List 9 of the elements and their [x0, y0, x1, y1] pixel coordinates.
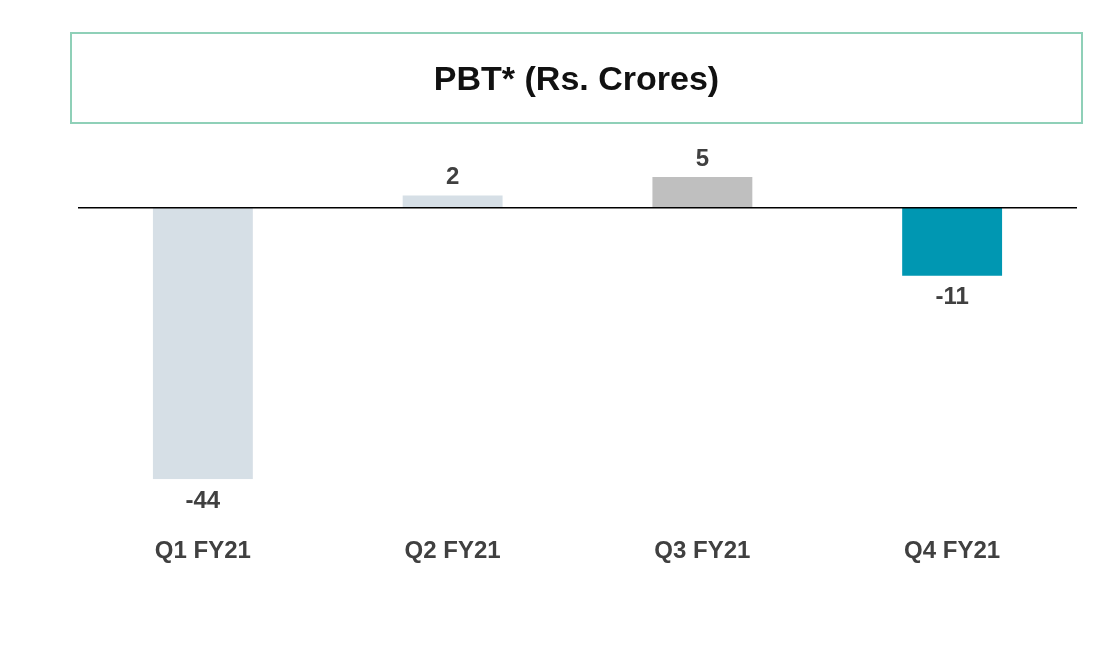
data-label: 5 [695, 143, 710, 171]
x-tick-label: Q1 FY21 [154, 536, 251, 564]
chart-title: PBT* (Rs. Crores) [70, 32, 1083, 124]
x-tick-label: Q3 FY21 [654, 536, 751, 564]
data-label: -44 [185, 485, 221, 513]
x-tick-label: Q4 FY21 [904, 536, 1001, 564]
x-tick-label: Q2 FY21 [404, 536, 501, 564]
data-label: 2 [445, 162, 460, 190]
data-label: -11 [935, 282, 969, 310]
